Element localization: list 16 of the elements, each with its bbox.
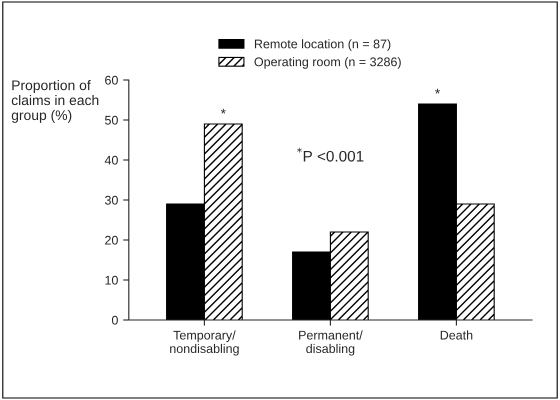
y-tick-label: 60 xyxy=(105,76,118,85)
y-tick-label: 10 xyxy=(105,276,118,285)
y-tick-label: 30 xyxy=(104,196,118,205)
annotation: $^{*}$P <0.001 xyxy=(297,148,364,162)
annotation: * xyxy=(435,88,440,94)
legend-label: Remote location (n = 87) xyxy=(254,39,390,51)
legend-label: Operating room (n = 3286) xyxy=(254,57,401,69)
y-tick-label: 40 xyxy=(104,156,118,165)
x-tick-label: Permanent/ disabling xyxy=(299,330,363,356)
annotation: * xyxy=(220,108,226,114)
x-tick-label: Temporary/ nondisabling xyxy=(170,330,239,356)
y-axis-title: Proportion of claims in each group (%) xyxy=(12,80,98,123)
y-tick-label: 50 xyxy=(104,116,118,125)
x-tick-label: Death xyxy=(440,330,472,340)
y-tick-label: 20 xyxy=(105,236,118,245)
y-tick-label: 0 xyxy=(112,316,118,325)
